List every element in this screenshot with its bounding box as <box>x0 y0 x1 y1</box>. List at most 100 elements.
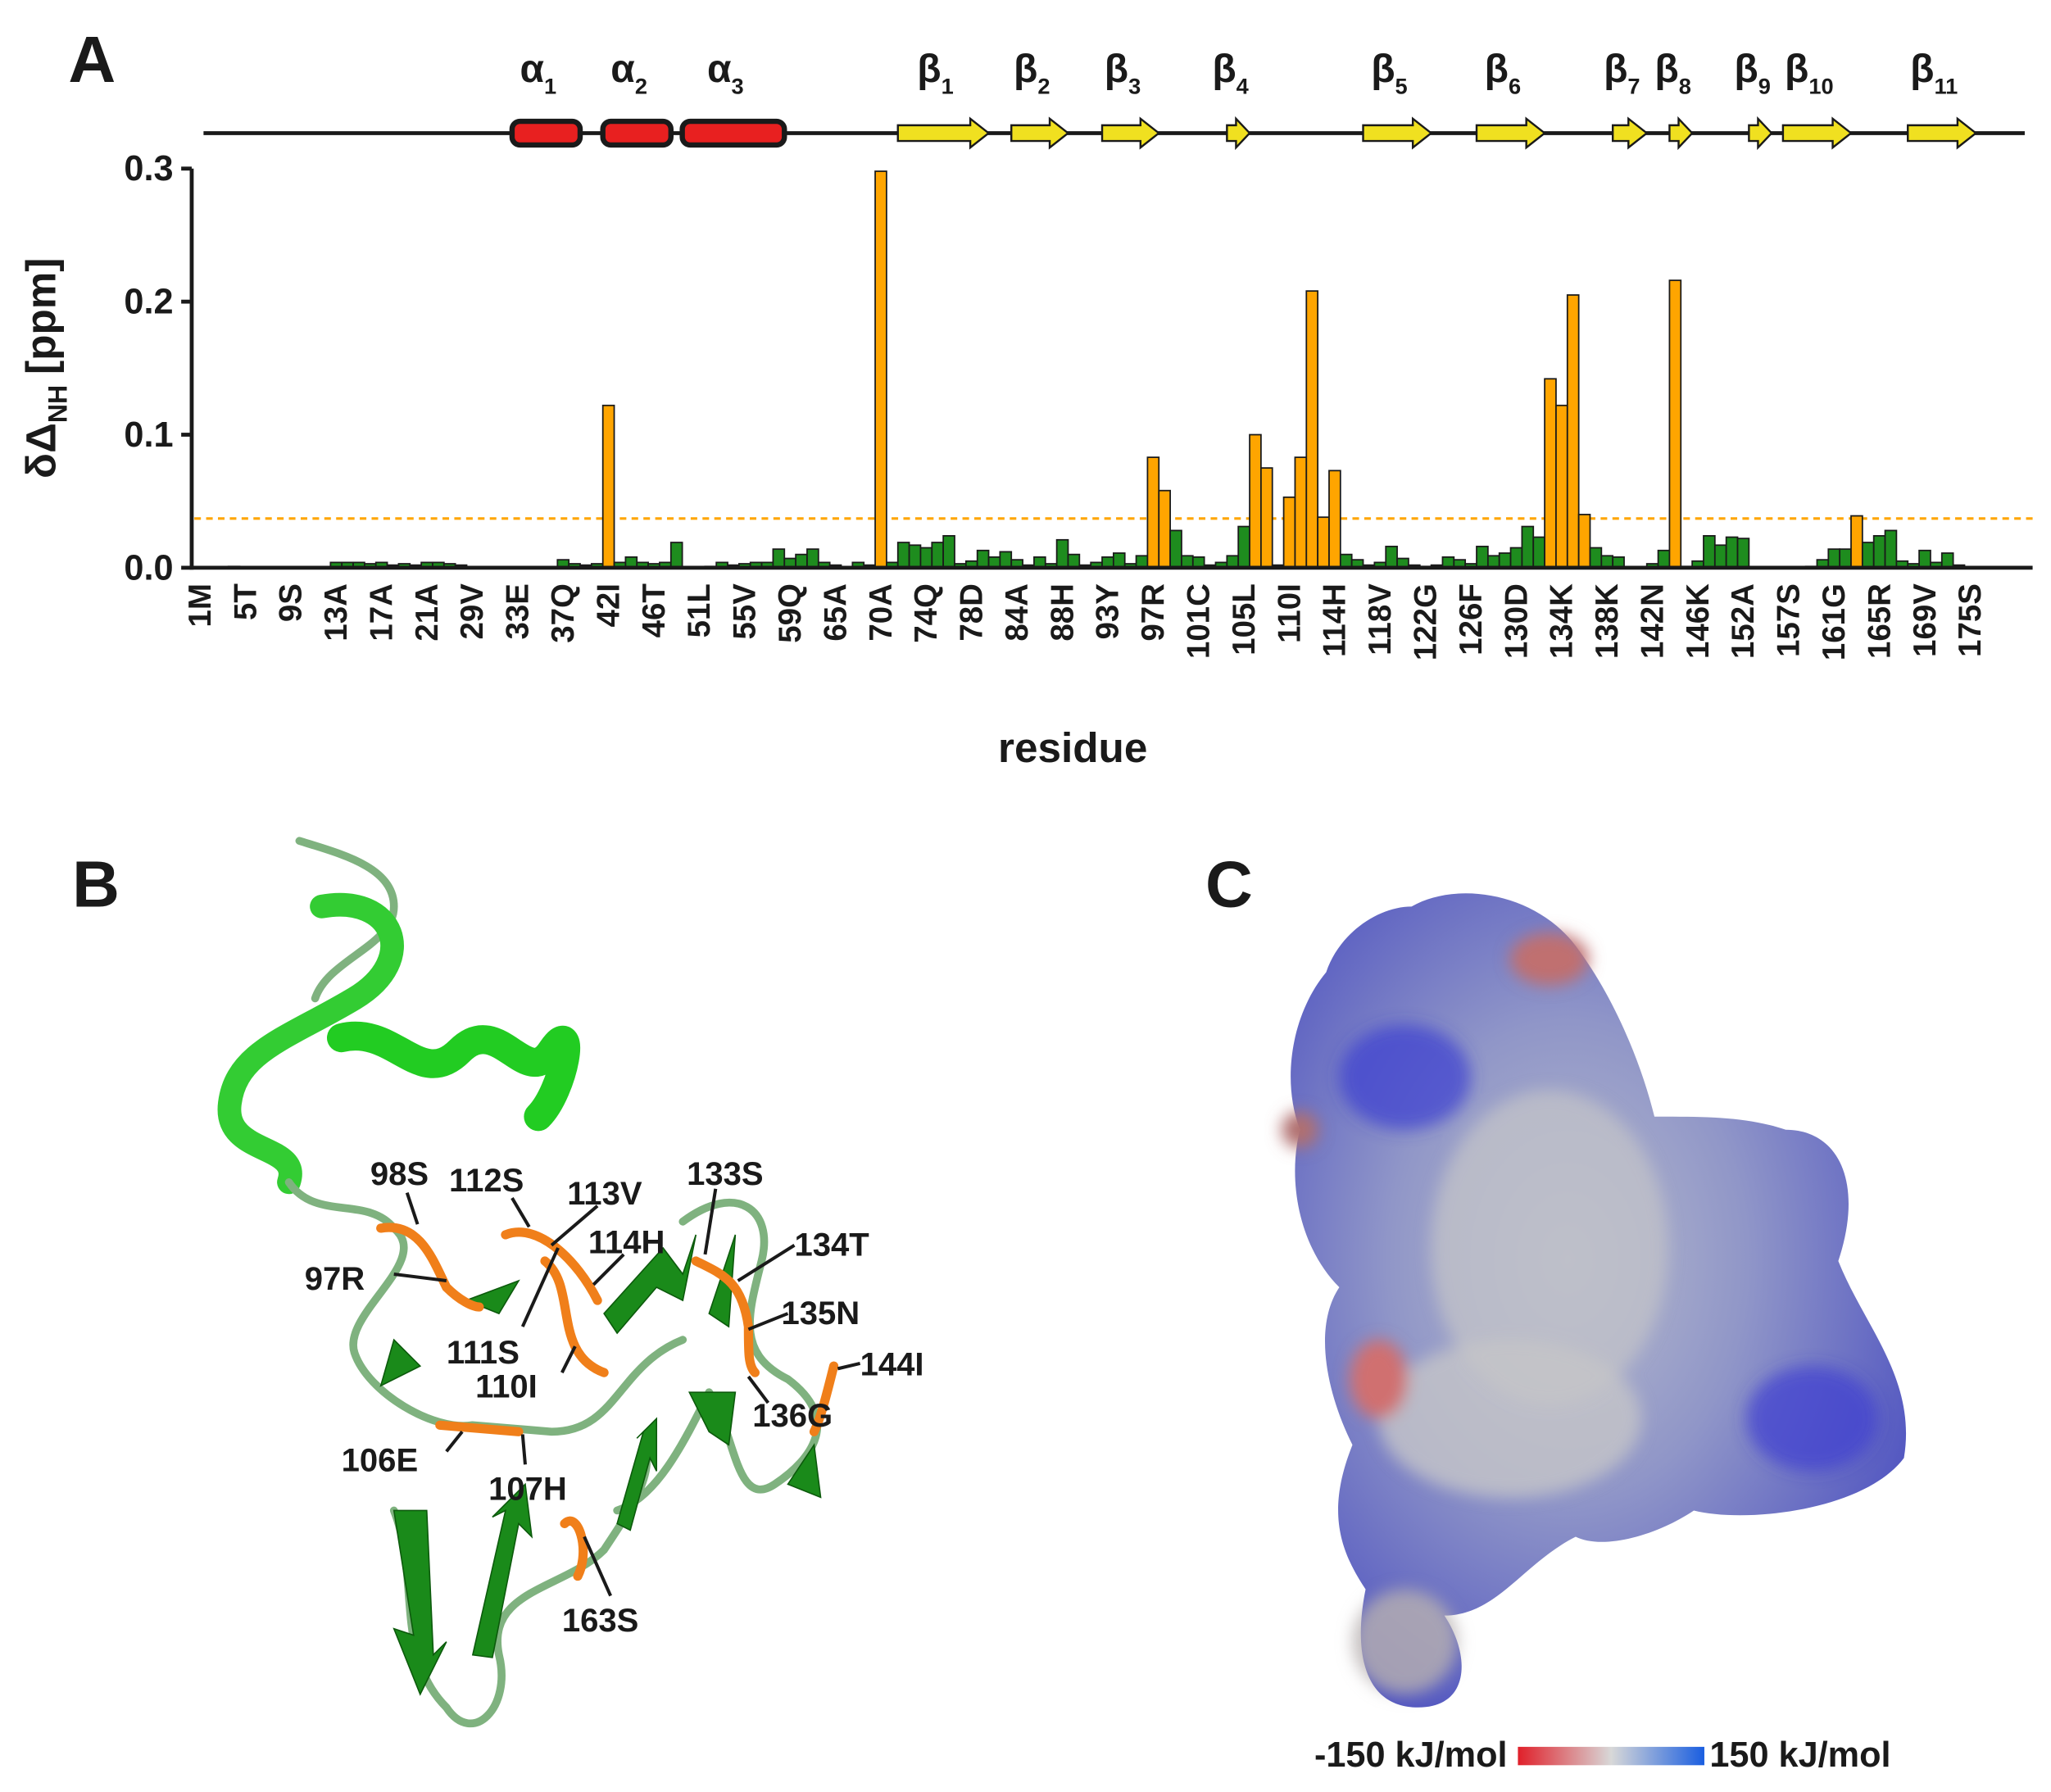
x-tick-label: 46T <box>637 583 672 638</box>
bar <box>1566 294 1580 569</box>
bar <box>1112 552 1126 569</box>
panel-letter: C <box>1205 846 1253 920</box>
bar <box>1339 553 1353 569</box>
residue-label: 107H <box>488 1472 567 1508</box>
bar <box>1872 535 1886 569</box>
helix <box>600 118 674 148</box>
structure-label-main: β <box>1485 47 1509 91</box>
structure-label-main: β <box>1212 47 1236 91</box>
structure-label: β3 <box>1105 47 1141 98</box>
bar <box>1555 404 1568 569</box>
bar <box>999 551 1013 569</box>
structure-label-sub: 1 <box>544 73 556 98</box>
x-tick-label: 122G <box>1409 583 1444 660</box>
structure-label-main: β <box>1910 47 1934 91</box>
y-tick-label: 0.2 <box>124 283 173 322</box>
bar <box>1294 456 1308 569</box>
bar <box>1498 552 1512 569</box>
structure-label-sub: 4 <box>1236 73 1249 98</box>
structure-label-main: α <box>707 47 732 91</box>
residue-label: 133S <box>687 1156 764 1192</box>
residue-label: 163S <box>562 1603 639 1639</box>
x-tick-label: 74Q <box>909 583 944 643</box>
bar <box>1532 536 1545 569</box>
panel-c: C -150 kJ/mol 150 kJ/mol <box>1205 846 1907 1775</box>
x-tick-label: 88H <box>1045 583 1080 642</box>
strand <box>1362 116 1433 150</box>
x-tick-label: 55V <box>728 583 763 640</box>
strand <box>1611 116 1649 150</box>
panel-letter: B <box>72 846 120 920</box>
x-tick-label: 5T <box>228 583 263 620</box>
bar <box>1158 489 1171 569</box>
x-tick-label: 59Q <box>773 583 808 643</box>
residue-label: 111S <box>447 1335 520 1371</box>
residue-label: 97R <box>305 1261 365 1297</box>
x-tick-label: 130D <box>1499 583 1534 659</box>
strand <box>1475 116 1547 150</box>
y-axis-title-sub: NH <box>43 385 73 423</box>
colorbar-min-label: -150 kJ/mol <box>1314 1735 1508 1775</box>
structure-label: α2 <box>610 47 647 98</box>
strand <box>896 116 991 150</box>
structure-label: β11 <box>1910 47 1958 98</box>
y-tick-label: 0.0 <box>124 548 173 588</box>
structure-label-main: β <box>1654 47 1678 91</box>
bar <box>896 542 910 569</box>
helix <box>509 118 583 148</box>
x-tick-label: 175S <box>1953 583 1988 657</box>
bar <box>1884 529 1898 569</box>
structure-label-sub: 8 <box>1679 73 1691 98</box>
structure-label-sub: 6 <box>1509 73 1521 98</box>
structure-label: β6 <box>1485 47 1522 98</box>
structure-label-main: β <box>1604 47 1627 91</box>
bar <box>1589 547 1603 569</box>
structure-label: β2 <box>1014 47 1050 98</box>
bar <box>1146 456 1160 569</box>
structure-label: β8 <box>1654 47 1691 98</box>
x-tick-label: 134K <box>1545 583 1580 659</box>
x-tick-label: 65A <box>818 583 853 642</box>
bar <box>1328 470 1341 569</box>
x-tick-label: 1M <box>183 583 218 627</box>
bar <box>874 170 887 569</box>
panel-b: B <box>72 837 924 1728</box>
bar <box>1169 529 1182 569</box>
structure-label: α3 <box>707 47 744 98</box>
bar <box>795 553 808 569</box>
y-tick-label: 0.3 <box>124 149 173 188</box>
bar <box>1577 514 1591 569</box>
residue-label: 135N <box>781 1295 860 1332</box>
bar <box>1657 549 1671 569</box>
x-tick-label: 42I <box>591 583 626 627</box>
structure-label: β1 <box>917 47 954 98</box>
structure-label-sub: 1 <box>942 73 954 98</box>
x-tick-label: 152A <box>1726 583 1761 659</box>
y-tick-label: 0.1 <box>124 415 173 455</box>
x-tick-label: 157S <box>1772 583 1807 657</box>
bar <box>1282 496 1296 569</box>
bar <box>1237 525 1250 569</box>
x-tick-label: 105L <box>1227 583 1262 656</box>
bar <box>772 548 786 569</box>
y-axis-title-main: δΔ <box>17 423 64 479</box>
x-tick-label: 126F <box>1454 583 1489 656</box>
strand <box>1668 116 1694 151</box>
y-axis-title-unit: [ppm] <box>17 258 64 374</box>
x-tick-label: 138K <box>1590 583 1625 659</box>
x-tick-label: 51L <box>682 583 717 637</box>
structure-label-main: β <box>1105 47 1128 91</box>
residue-label: 113V <box>567 1176 642 1212</box>
x-tick-label: 146K <box>1681 583 1716 659</box>
bar <box>1839 548 1852 569</box>
structure-label-sub: 3 <box>1128 73 1141 98</box>
colorbar-max-label: 150 kJ/mol <box>1709 1735 1890 1775</box>
structure-label: β7 <box>1604 47 1640 98</box>
x-tick-label: 110I <box>1272 583 1307 643</box>
bar <box>1317 516 1330 569</box>
x-tick-label: 84A <box>1000 583 1035 642</box>
bar <box>601 404 615 569</box>
panel-letter: A <box>68 22 116 96</box>
